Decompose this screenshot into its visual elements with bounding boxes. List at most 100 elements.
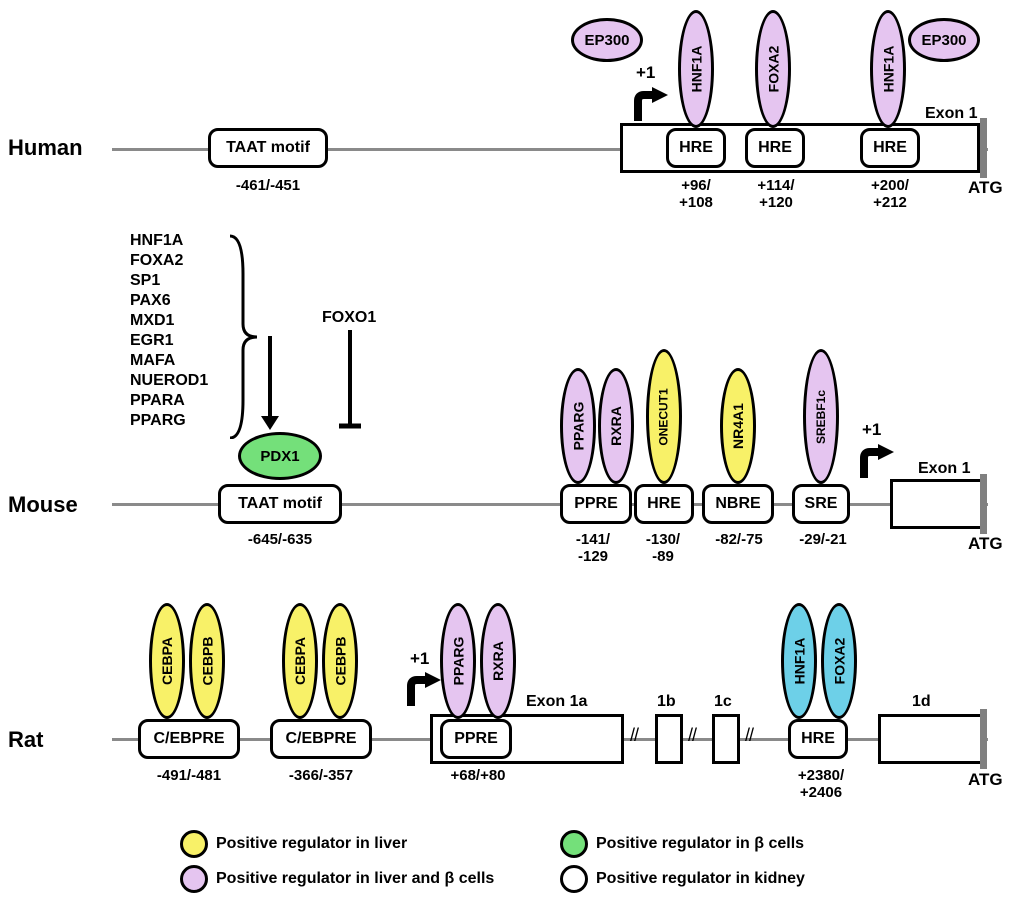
rat-cebpre1-label: C/EBPRE: [153, 730, 224, 748]
human-exon1-label: Exon 1: [925, 105, 977, 123]
legend-yellow: Positive regulator in liver: [180, 830, 407, 858]
mouse-onecut1: ONECUT1: [646, 349, 682, 484]
rat-hnf1a-label: HNF1A: [791, 638, 807, 685]
mouse-sre-label: SRE: [805, 495, 838, 513]
human-atg: ATG: [968, 178, 1003, 198]
rat-pparg: PPARG: [440, 603, 476, 719]
rat-cebpre2-label: C/EBPRE: [285, 730, 356, 748]
rat-foxa2: FOXA2: [821, 603, 857, 719]
rat-hnf1a: HNF1A: [781, 603, 817, 719]
rat-cebpa1: CEBPA: [149, 603, 185, 719]
rat-cebpa2: CEBPA: [282, 603, 318, 719]
rat-exon1d-label: 1d: [912, 693, 931, 711]
human-hnf1a-2-label: HNF1A: [880, 46, 896, 93]
mouse-foxo1-label: FOXO1: [322, 309, 376, 327]
human-tss-arrow: [630, 85, 670, 125]
species-label-human: Human: [8, 135, 83, 161]
rat-ppre-coord: +68/+80: [438, 768, 518, 785]
rat-cebpre2-coord: -366/-357: [270, 768, 372, 785]
species-label-rat: Rat: [8, 727, 43, 753]
rat-cebpb1: CEBPB: [189, 603, 225, 719]
rat-exon1a-label: Exon 1a: [526, 693, 587, 711]
diagram-canvas: Human TAAT motif -461/-451 +1 HRE HRE HR…: [0, 0, 1024, 902]
legend-green-text: Positive regulator in β cells: [596, 835, 804, 853]
legend-lavender-icon: [180, 865, 208, 893]
mouse-srebf1c-label: SREBF1c: [814, 389, 828, 443]
human-taat-coord: -461/-451: [215, 178, 321, 195]
mouse-ppre-label: PPRE: [574, 495, 618, 513]
legend-white-text: Positive regulator in kidney: [596, 870, 805, 888]
rat-slash3: //: [745, 725, 753, 746]
human-hre2-box: HRE: [745, 128, 805, 168]
rat-ppre-box: PPRE: [440, 719, 512, 759]
mouse-foxo1-repression: [335, 326, 365, 434]
human-hre1-box: HRE: [666, 128, 726, 168]
mouse-rxra-label: RXRA: [608, 406, 624, 446]
rat-hre-box: HRE: [788, 719, 848, 759]
rat-cebpb2-label: CEBPB: [332, 636, 348, 685]
mouse-exon1-outline: [890, 479, 986, 529]
mouse-nr4a1-label: NR4A1: [730, 403, 746, 449]
human-foxa2-label: FOXA2: [765, 46, 781, 93]
human-hre1-label: HRE: [679, 139, 713, 157]
legend-yellow-icon: [180, 830, 208, 858]
mouse-taat-box: TAAT motif: [218, 484, 342, 524]
mouse-plus1: +1: [862, 420, 881, 440]
mouse-atg: ATG: [968, 534, 1003, 554]
rat-tss-arrow: [403, 670, 443, 710]
human-atg-bar: [980, 118, 987, 178]
human-hre3-box: HRE: [860, 128, 920, 168]
mouse-pdx1: PDX1: [238, 432, 322, 480]
mouse-hre-coord: -130/ -89: [632, 532, 694, 565]
human-hre2-label: HRE: [758, 139, 792, 157]
mouse-exon1-label: Exon 1: [918, 460, 970, 478]
mouse-nbre-label: NBRE: [715, 495, 760, 513]
human-plus1: +1: [636, 63, 655, 83]
mouse-sre-box: SRE: [792, 484, 850, 524]
mouse-pparg-label: PPARG: [570, 402, 586, 451]
mouse-taat-coord: -645/-635: [226, 532, 334, 549]
mouse-ppre-box: PPRE: [560, 484, 632, 524]
legend-yellow-text: Positive regulator in liver: [216, 835, 407, 853]
rat-hre-coord: +2380/ +2406: [786, 768, 856, 801]
human-ep300-2: EP300: [908, 18, 980, 62]
rat-exon1c-outline: [712, 714, 740, 764]
mouse-nbre-box: NBRE: [702, 484, 774, 524]
rat-cebpa2-label: CEBPA: [292, 637, 308, 685]
rat-atg: ATG: [968, 770, 1003, 790]
rat-cebpre1-coord: -491/-481: [138, 768, 240, 785]
rat-exon1b-outline: [655, 714, 683, 764]
human-taat-box: TAAT motif: [208, 128, 328, 168]
rat-pparg-label: PPARG: [450, 637, 466, 686]
rat-cebpre1-box: C/EBPRE: [138, 719, 240, 759]
human-hre3-coord: +200/ +212: [858, 178, 922, 211]
mouse-rxra: RXRA: [598, 368, 634, 484]
rat-hre-label: HRE: [801, 730, 835, 748]
mouse-hre-label: HRE: [647, 495, 681, 513]
human-ep300-1-label: EP300: [584, 32, 629, 49]
mouse-nr4a1: NR4A1: [720, 368, 756, 484]
human-taat-label: TAAT motif: [226, 139, 310, 157]
human-hre2-coord: +114/ +120: [744, 178, 808, 211]
rat-exon1b-label: 1b: [657, 693, 676, 711]
mouse-srebf1c: SREBF1c: [803, 349, 839, 484]
human-hnf1a-1: HNF1A: [678, 10, 714, 128]
mouse-sre-coord: -29/-21: [790, 532, 856, 549]
legend-green-icon: [560, 830, 588, 858]
rat-slash1: //: [630, 725, 638, 746]
legend-lavender-text: Positive regulator in liver and β cells: [216, 870, 494, 888]
human-hnf1a-1-label: HNF1A: [688, 46, 704, 93]
rat-exon1c-label: 1c: [714, 693, 732, 711]
rat-plus1: +1: [410, 649, 429, 669]
mouse-activation-arrow: [255, 330, 285, 432]
legend-white: Positive regulator in kidney: [560, 865, 805, 893]
human-hre3-label: HRE: [873, 139, 907, 157]
rat-cebpa1-label: CEBPA: [159, 637, 175, 685]
human-ep300-2-label: EP300: [921, 32, 966, 49]
legend-green: Positive regulator in β cells: [560, 830, 804, 858]
human-hre1-coord: +96/ +108: [664, 178, 728, 211]
rat-exon1d-outline: [878, 714, 986, 764]
mouse-tss-arrow: [856, 442, 896, 482]
mouse-onecut1-label: ONECUT1: [657, 388, 671, 445]
mouse-hre-box: HRE: [634, 484, 694, 524]
